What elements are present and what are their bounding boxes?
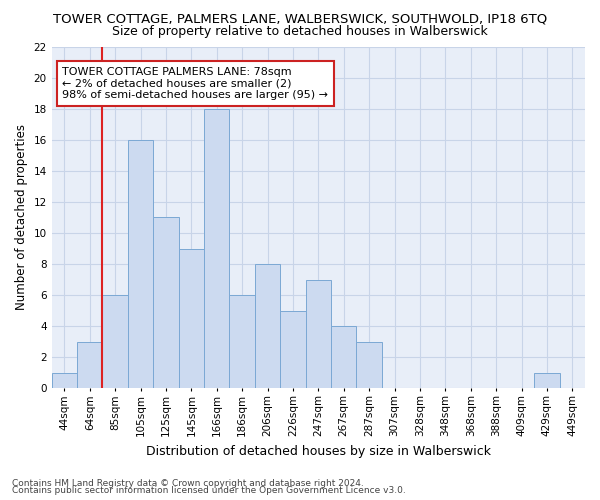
Bar: [103, 295, 128, 388]
Y-axis label: Number of detached properties: Number of detached properties: [15, 124, 28, 310]
Bar: [356, 342, 382, 388]
Bar: [204, 108, 229, 388]
Bar: [229, 295, 255, 388]
Text: Size of property relative to detached houses in Walberswick: Size of property relative to detached ho…: [112, 25, 488, 38]
Text: TOWER COTTAGE, PALMERS LANE, WALBERSWICK, SOUTHWOLD, IP18 6TQ: TOWER COTTAGE, PALMERS LANE, WALBERSWICK…: [53, 12, 547, 26]
X-axis label: Distribution of detached houses by size in Walberswick: Distribution of detached houses by size …: [146, 444, 491, 458]
Bar: [179, 248, 204, 388]
Bar: [52, 373, 77, 388]
Bar: [280, 311, 305, 388]
Bar: [255, 264, 280, 388]
Bar: [305, 280, 331, 388]
Text: Contains public sector information licensed under the Open Government Licence v3: Contains public sector information licen…: [12, 486, 406, 495]
Bar: [534, 373, 560, 388]
Bar: [77, 342, 103, 388]
Bar: [153, 218, 179, 388]
Bar: [128, 140, 153, 388]
Text: TOWER COTTAGE PALMERS LANE: 78sqm
← 2% of detached houses are smaller (2)
98% of: TOWER COTTAGE PALMERS LANE: 78sqm ← 2% o…: [62, 67, 328, 100]
Text: Contains HM Land Registry data © Crown copyright and database right 2024.: Contains HM Land Registry data © Crown c…: [12, 478, 364, 488]
Bar: [331, 326, 356, 388]
